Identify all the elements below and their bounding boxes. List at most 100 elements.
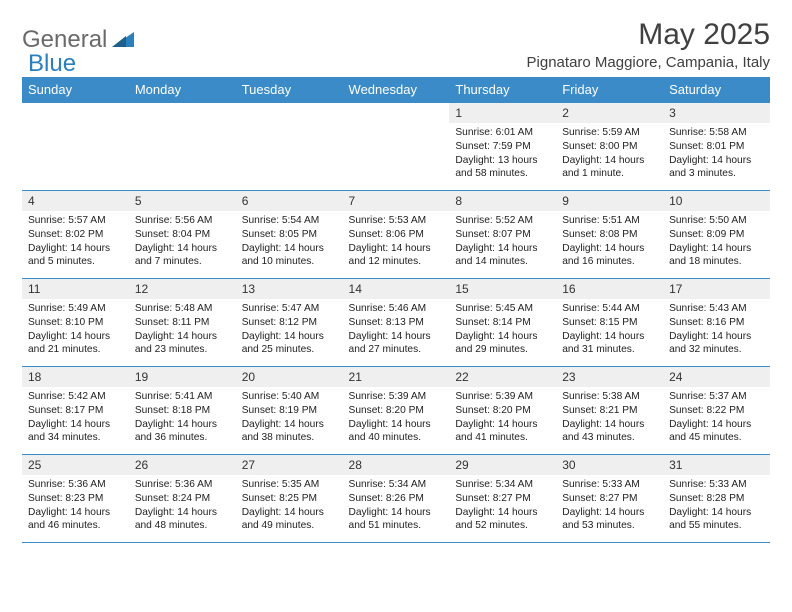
day-number: 20	[236, 367, 343, 387]
day-number: 11	[22, 279, 129, 299]
day-number: 21	[343, 367, 450, 387]
calendar-day-cell: 24Sunrise: 5:37 AMSunset: 8:22 PMDayligh…	[663, 367, 770, 455]
day-details: Sunrise: 5:37 AMSunset: 8:22 PMDaylight:…	[663, 387, 770, 449]
day-number: 9	[556, 191, 663, 211]
calendar-day-cell: 10Sunrise: 5:50 AMSunset: 8:09 PMDayligh…	[663, 191, 770, 279]
calendar-day-cell: 23Sunrise: 5:38 AMSunset: 8:21 PMDayligh…	[556, 367, 663, 455]
day-number: 6	[236, 191, 343, 211]
day-details: Sunrise: 5:36 AMSunset: 8:24 PMDaylight:…	[129, 475, 236, 537]
day-number: 3	[663, 103, 770, 123]
day-number: 1	[449, 103, 556, 123]
weekday-header: Monday	[129, 77, 236, 103]
day-details: Sunrise: 5:59 AMSunset: 8:00 PMDaylight:…	[556, 123, 663, 185]
calendar-day-cell: 31Sunrise: 5:33 AMSunset: 8:28 PMDayligh…	[663, 455, 770, 543]
calendar-day-cell: 14Sunrise: 5:46 AMSunset: 8:13 PMDayligh…	[343, 279, 450, 367]
day-details: Sunrise: 5:44 AMSunset: 8:15 PMDaylight:…	[556, 299, 663, 361]
day-details: Sunrise: 5:40 AMSunset: 8:19 PMDaylight:…	[236, 387, 343, 449]
day-number: 13	[236, 279, 343, 299]
day-number: 29	[449, 455, 556, 475]
weekday-header: Sunday	[22, 77, 129, 103]
weekday-header: Thursday	[449, 77, 556, 103]
calendar-table: SundayMondayTuesdayWednesdayThursdayFrid…	[22, 77, 770, 543]
calendar-day-cell: 9Sunrise: 5:51 AMSunset: 8:08 PMDaylight…	[556, 191, 663, 279]
weekday-header: Saturday	[663, 77, 770, 103]
calendar-day-cell: 6Sunrise: 5:54 AMSunset: 8:05 PMDaylight…	[236, 191, 343, 279]
calendar-day-cell: 27Sunrise: 5:35 AMSunset: 8:25 PMDayligh…	[236, 455, 343, 543]
day-number: 19	[129, 367, 236, 387]
calendar-day-cell: 12Sunrise: 5:48 AMSunset: 8:11 PMDayligh…	[129, 279, 236, 367]
calendar-day-cell	[343, 103, 450, 191]
day-details: Sunrise: 5:38 AMSunset: 8:21 PMDaylight:…	[556, 387, 663, 449]
calendar-body: 1Sunrise: 6:01 AMSunset: 7:59 PMDaylight…	[22, 103, 770, 543]
calendar-day-cell: 16Sunrise: 5:44 AMSunset: 8:15 PMDayligh…	[556, 279, 663, 367]
day-number: 31	[663, 455, 770, 475]
logo-text-blue: Blue	[28, 50, 76, 78]
day-details: Sunrise: 5:39 AMSunset: 8:20 PMDaylight:…	[449, 387, 556, 449]
day-details: Sunrise: 5:36 AMSunset: 8:23 PMDaylight:…	[22, 475, 129, 537]
day-number: 24	[663, 367, 770, 387]
day-number: 2	[556, 103, 663, 123]
calendar-day-cell: 21Sunrise: 5:39 AMSunset: 8:20 PMDayligh…	[343, 367, 450, 455]
calendar-day-cell: 13Sunrise: 5:47 AMSunset: 8:12 PMDayligh…	[236, 279, 343, 367]
calendar-day-cell: 19Sunrise: 5:41 AMSunset: 8:18 PMDayligh…	[129, 367, 236, 455]
day-details: Sunrise: 6:01 AMSunset: 7:59 PMDaylight:…	[449, 123, 556, 185]
day-details: Sunrise: 5:50 AMSunset: 8:09 PMDaylight:…	[663, 211, 770, 273]
day-details: Sunrise: 5:46 AMSunset: 8:13 PMDaylight:…	[343, 299, 450, 361]
calendar-day-cell	[236, 103, 343, 191]
weekday-header: Wednesday	[343, 77, 450, 103]
day-number: 8	[449, 191, 556, 211]
day-number: 18	[22, 367, 129, 387]
calendar-day-cell: 11Sunrise: 5:49 AMSunset: 8:10 PMDayligh…	[22, 279, 129, 367]
calendar-day-cell: 26Sunrise: 5:36 AMSunset: 8:24 PMDayligh…	[129, 455, 236, 543]
day-details: Sunrise: 5:53 AMSunset: 8:06 PMDaylight:…	[343, 211, 450, 273]
calendar-week-row: 4Sunrise: 5:57 AMSunset: 8:02 PMDaylight…	[22, 191, 770, 279]
calendar-week-row: 18Sunrise: 5:42 AMSunset: 8:17 PMDayligh…	[22, 367, 770, 455]
calendar-day-cell	[129, 103, 236, 191]
month-title: May 2025	[527, 18, 770, 52]
day-details: Sunrise: 5:39 AMSunset: 8:20 PMDaylight:…	[343, 387, 450, 449]
calendar-day-cell: 29Sunrise: 5:34 AMSunset: 8:27 PMDayligh…	[449, 455, 556, 543]
calendar-week-row: 1Sunrise: 6:01 AMSunset: 7:59 PMDaylight…	[22, 103, 770, 191]
calendar-day-cell: 4Sunrise: 5:57 AMSunset: 8:02 PMDaylight…	[22, 191, 129, 279]
weekday-header-row: SundayMondayTuesdayWednesdayThursdayFrid…	[22, 77, 770, 103]
day-number: 17	[663, 279, 770, 299]
day-number: 14	[343, 279, 450, 299]
day-details: Sunrise: 5:42 AMSunset: 8:17 PMDaylight:…	[22, 387, 129, 449]
day-number: 12	[129, 279, 236, 299]
day-number: 23	[556, 367, 663, 387]
day-number: 27	[236, 455, 343, 475]
calendar-day-cell: 17Sunrise: 5:43 AMSunset: 8:16 PMDayligh…	[663, 279, 770, 367]
day-details: Sunrise: 5:34 AMSunset: 8:27 PMDaylight:…	[449, 475, 556, 537]
day-details: Sunrise: 5:43 AMSunset: 8:16 PMDaylight:…	[663, 299, 770, 361]
calendar-day-cell: 30Sunrise: 5:33 AMSunset: 8:27 PMDayligh…	[556, 455, 663, 543]
header: General May 2025 Pignataro Maggiore, Cam…	[22, 18, 770, 71]
title-block: May 2025 Pignataro Maggiore, Campania, I…	[527, 18, 770, 71]
day-number: 28	[343, 455, 450, 475]
calendar-week-row: 11Sunrise: 5:49 AMSunset: 8:10 PMDayligh…	[22, 279, 770, 367]
day-number: 25	[22, 455, 129, 475]
day-number: 15	[449, 279, 556, 299]
day-details: Sunrise: 5:52 AMSunset: 8:07 PMDaylight:…	[449, 211, 556, 273]
day-details: Sunrise: 5:35 AMSunset: 8:25 PMDaylight:…	[236, 475, 343, 537]
day-details: Sunrise: 5:41 AMSunset: 8:18 PMDaylight:…	[129, 387, 236, 449]
logo-triangle-icon	[112, 29, 134, 52]
calendar-day-cell: 7Sunrise: 5:53 AMSunset: 8:06 PMDaylight…	[343, 191, 450, 279]
calendar-day-cell: 1Sunrise: 6:01 AMSunset: 7:59 PMDaylight…	[449, 103, 556, 191]
weekday-header: Friday	[556, 77, 663, 103]
day-details: Sunrise: 5:33 AMSunset: 8:27 PMDaylight:…	[556, 475, 663, 537]
calendar-day-cell: 18Sunrise: 5:42 AMSunset: 8:17 PMDayligh…	[22, 367, 129, 455]
day-details: Sunrise: 5:56 AMSunset: 8:04 PMDaylight:…	[129, 211, 236, 273]
day-details: Sunrise: 5:48 AMSunset: 8:11 PMDaylight:…	[129, 299, 236, 361]
day-details: Sunrise: 5:45 AMSunset: 8:14 PMDaylight:…	[449, 299, 556, 361]
day-details: Sunrise: 5:51 AMSunset: 8:08 PMDaylight:…	[556, 211, 663, 273]
location: Pignataro Maggiore, Campania, Italy	[527, 54, 770, 71]
day-number: 26	[129, 455, 236, 475]
weekday-header: Tuesday	[236, 77, 343, 103]
day-details: Sunrise: 5:47 AMSunset: 8:12 PMDaylight:…	[236, 299, 343, 361]
calendar-week-row: 25Sunrise: 5:36 AMSunset: 8:23 PMDayligh…	[22, 455, 770, 543]
day-details: Sunrise: 5:33 AMSunset: 8:28 PMDaylight:…	[663, 475, 770, 537]
day-details: Sunrise: 5:34 AMSunset: 8:26 PMDaylight:…	[343, 475, 450, 537]
calendar-day-cell: 20Sunrise: 5:40 AMSunset: 8:19 PMDayligh…	[236, 367, 343, 455]
calendar-day-cell: 25Sunrise: 5:36 AMSunset: 8:23 PMDayligh…	[22, 455, 129, 543]
calendar-day-cell: 15Sunrise: 5:45 AMSunset: 8:14 PMDayligh…	[449, 279, 556, 367]
